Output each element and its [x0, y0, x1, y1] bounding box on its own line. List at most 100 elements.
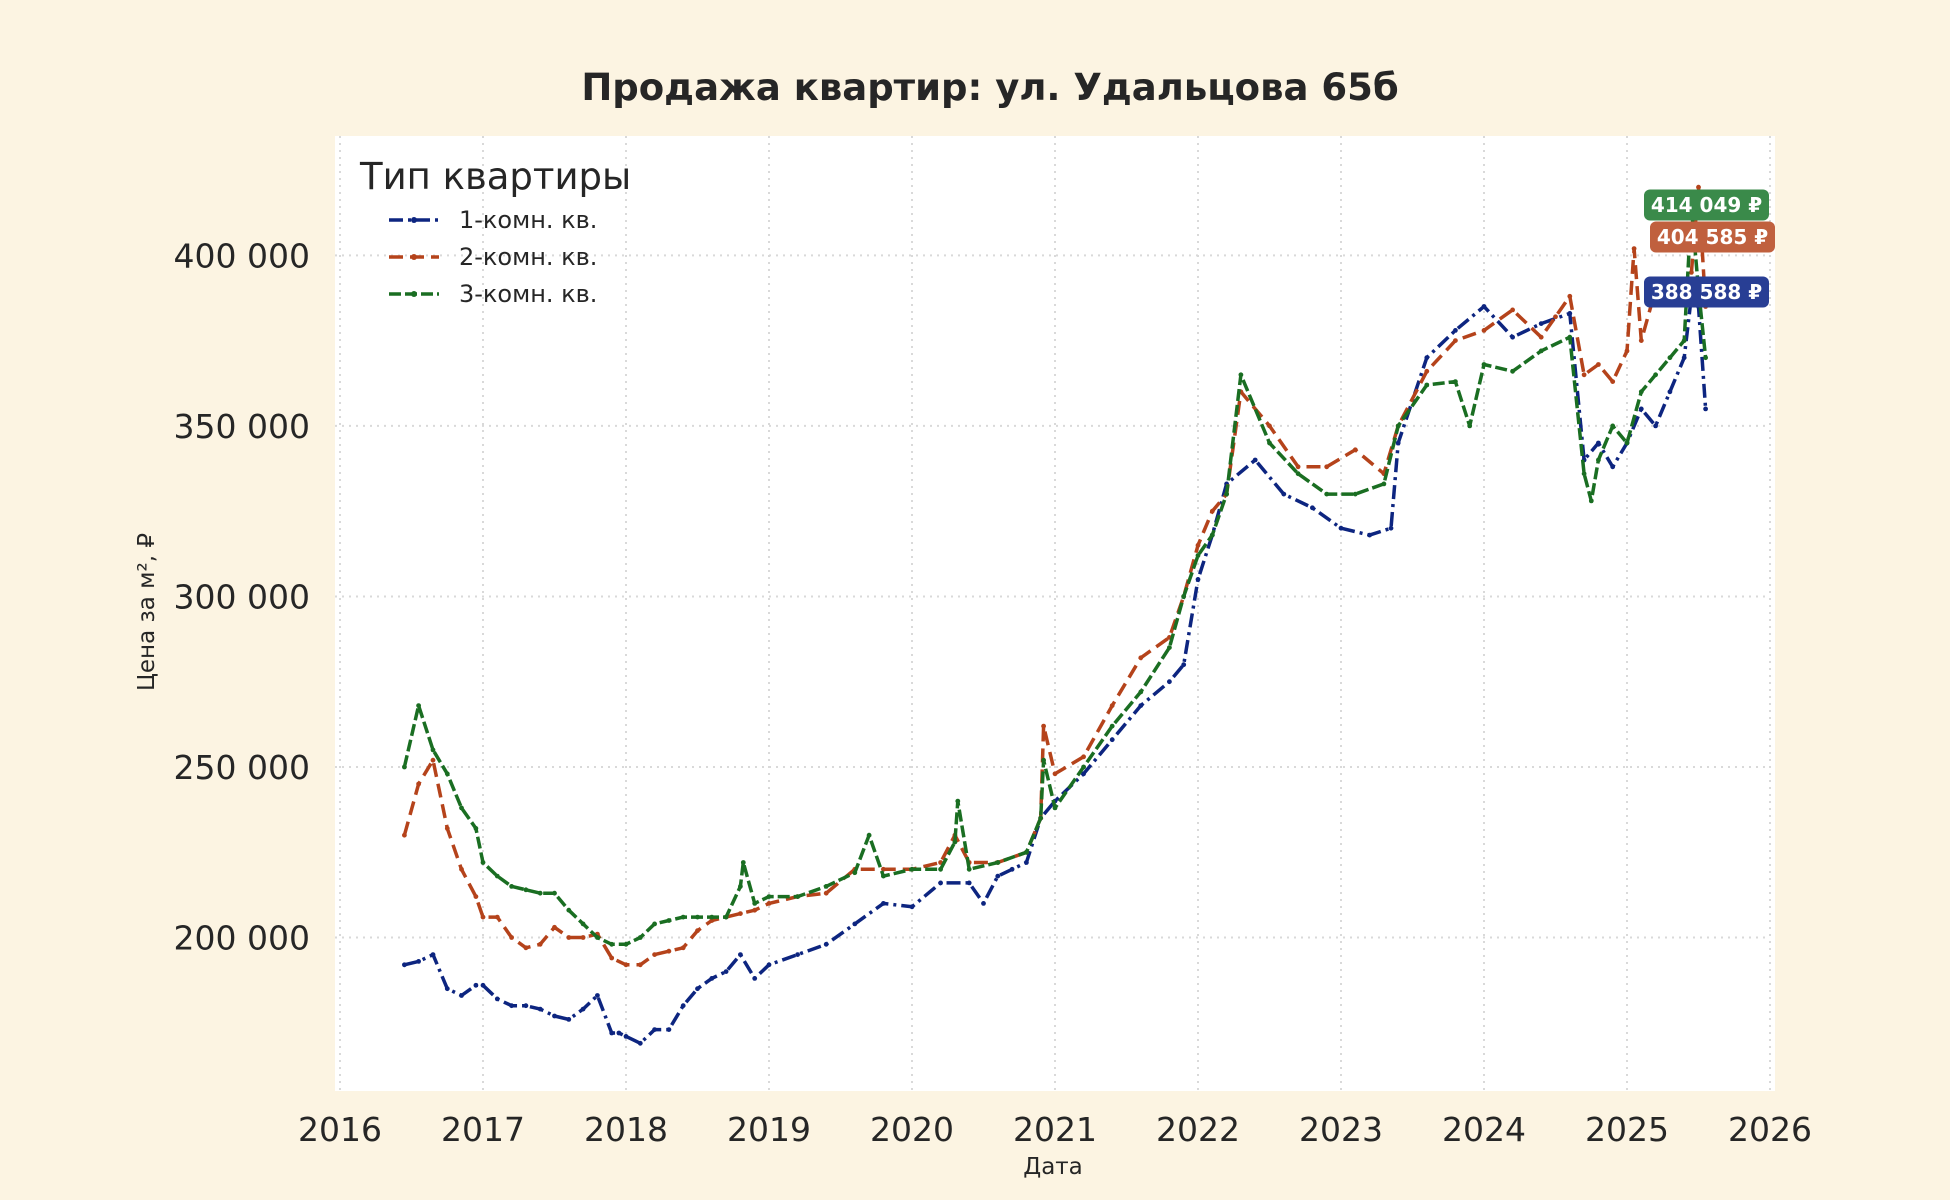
data-point — [1481, 328, 1487, 333]
x-tick-label: 2018 — [584, 1110, 668, 1149]
end-label-text: 404 585 ₽ — [1657, 225, 1768, 249]
data-point — [509, 1003, 514, 1009]
data-point — [1009, 866, 1015, 872]
data-point — [709, 914, 715, 920]
data-point — [595, 993, 600, 998]
data-point — [709, 918, 715, 923]
data-point — [723, 914, 729, 920]
data-point — [473, 894, 479, 899]
data-point — [1631, 246, 1637, 252]
x-tick-label: 2024 — [1442, 1110, 1526, 1149]
data-point — [738, 911, 743, 916]
data-point — [966, 866, 972, 872]
data-point — [1109, 703, 1115, 708]
data-point — [1538, 334, 1544, 340]
data-point — [595, 935, 600, 940]
data-point — [909, 866, 915, 872]
legend-marker — [411, 291, 417, 297]
data-point — [1109, 737, 1115, 743]
data-point — [1181, 662, 1187, 668]
data-point — [1481, 304, 1487, 309]
data-point — [1388, 525, 1394, 531]
data-point — [494, 873, 500, 879]
data-point — [444, 771, 450, 777]
data-point — [1703, 355, 1708, 361]
data-point — [1195, 553, 1201, 558]
y-tick-label: 350 000 — [174, 407, 310, 446]
y-tick-label: 400 000 — [174, 236, 310, 275]
data-point — [723, 969, 729, 974]
data-point — [402, 962, 407, 968]
data-point — [1588, 498, 1594, 504]
data-point — [637, 962, 643, 968]
data-point — [430, 757, 436, 763]
data-point — [1467, 423, 1473, 429]
data-point — [995, 873, 1001, 879]
data-point — [1352, 491, 1358, 497]
data-point — [795, 894, 800, 899]
data-point — [952, 839, 958, 845]
data-point — [537, 890, 543, 896]
data-point — [680, 945, 686, 951]
x-tick-label: 2019 — [727, 1110, 811, 1149]
data-point — [1138, 689, 1144, 695]
legend-title: Тип квартиры — [359, 155, 631, 198]
data-point — [430, 747, 436, 753]
data-point — [566, 1017, 572, 1022]
data-point — [1681, 355, 1687, 361]
data-point — [1041, 723, 1046, 729]
x-tick-label: 2017 — [441, 1110, 525, 1149]
data-point — [1667, 355, 1673, 361]
data-point — [1395, 440, 1401, 446]
data-point — [480, 982, 486, 988]
data-point — [1610, 379, 1616, 384]
data-point — [1295, 464, 1301, 470]
data-point — [609, 1030, 615, 1036]
data-point — [1424, 382, 1430, 388]
data-point — [1653, 372, 1658, 378]
data-point — [430, 952, 436, 957]
data-point — [881, 901, 886, 906]
data-point — [981, 901, 986, 906]
data-point — [1667, 389, 1673, 395]
data-point — [1424, 368, 1430, 374]
data-point — [566, 907, 572, 913]
data-point — [652, 1027, 657, 1032]
data-point — [609, 941, 615, 947]
data-point — [402, 832, 407, 838]
data-point — [738, 884, 743, 889]
data-point — [1624, 348, 1630, 354]
data-point — [1395, 423, 1401, 429]
legend-label: 2-комн. кв. — [459, 243, 597, 271]
data-point — [695, 986, 700, 992]
legend-items: 1-комн. кв. 2-комн. кв. 3-комн. кв. — [389, 206, 597, 308]
data-point — [1424, 355, 1430, 361]
data-point — [444, 986, 450, 992]
data-point — [1041, 757, 1046, 763]
data-point — [473, 826, 479, 831]
data-point — [1510, 368, 1515, 374]
data-point — [1167, 679, 1172, 685]
data-point — [480, 860, 486, 865]
data-point — [823, 941, 829, 947]
data-point — [1081, 764, 1086, 770]
data-point — [1703, 406, 1708, 412]
data-point — [1338, 525, 1344, 531]
data-point — [680, 914, 686, 920]
data-point — [766, 901, 772, 906]
data-point — [1610, 423, 1616, 429]
data-point — [666, 948, 672, 954]
data-point — [1510, 334, 1515, 340]
data-point — [966, 880, 972, 886]
data-point — [1209, 508, 1215, 514]
data-point — [537, 1006, 543, 1012]
data-point — [1195, 577, 1201, 582]
data-point — [1696, 184, 1701, 190]
data-point — [1453, 338, 1458, 343]
data-point — [402, 764, 407, 770]
data-point — [852, 870, 858, 876]
data-point — [1267, 440, 1272, 446]
x-tick-label: 2022 — [1156, 1110, 1240, 1149]
data-point — [1567, 334, 1573, 340]
